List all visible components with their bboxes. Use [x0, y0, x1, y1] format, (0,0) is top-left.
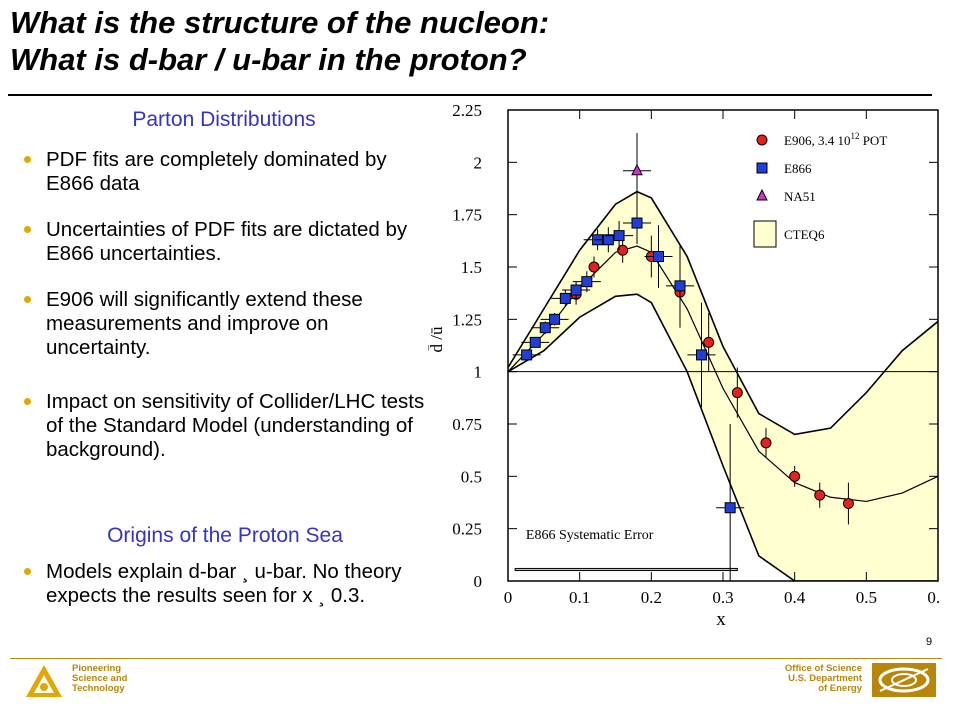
e866-point [570, 284, 582, 296]
footer-tagline-line: Technology [72, 683, 125, 694]
argonne-logo [26, 665, 62, 697]
office-of-science-logo [872, 663, 936, 697]
bullet-item: Impact on sensitivity of Collider/LHC te… [24, 390, 426, 462]
e866-point [521, 349, 533, 361]
y-tick-label: 0 [474, 572, 483, 591]
legend-e866-marker [756, 162, 768, 174]
cteq6-upper-curve [508, 190, 938, 436]
e866-point [559, 292, 571, 304]
na51-point [631, 163, 643, 176]
x-tick-label: 0.6 [927, 588, 940, 607]
section-heading-parton: Parton Distributions [132, 108, 316, 131]
e906-point [789, 470, 801, 482]
legend-e906-marker [756, 134, 768, 146]
e906-point [814, 489, 826, 501]
e866-point [581, 276, 593, 288]
footer-tagline-line: Pioneering [72, 663, 122, 674]
plot-area [508, 133, 938, 581]
bullet-text: E906 will significantly extend these mea… [46, 288, 363, 359]
x-axis-label: x [716, 609, 726, 630]
y-tick-label: 2.25 [452, 101, 482, 120]
e906-point [588, 261, 600, 273]
bullet-text: PDF fits are completely dominated by E86… [46, 148, 387, 195]
legend-superscript: 12 [850, 131, 859, 141]
y-tick-label: 0.75 [452, 415, 482, 434]
bullet-item: Models explain d-bar ¸ u-bar. No theory … [24, 560, 446, 608]
legend-label: E906, 3.4 1012 POT [784, 131, 887, 148]
y-tick-label: 0.25 [452, 520, 482, 539]
e866-point [549, 313, 561, 325]
y-tick-label: 1.75 [452, 206, 482, 225]
cteq6-lower-curve [508, 293, 938, 581]
e866-point [539, 322, 551, 334]
dbar-ubar-chart: E866 Systematic Error 0 0.25 0.5 0.75 1 1.25 1.… [428, 101, 940, 630]
bullet-item: PDF fits are completely dominated by E86… [24, 148, 426, 196]
bullet-dot [24, 398, 31, 405]
x-tick-label: 0.5 [856, 588, 877, 607]
e866-point [602, 234, 614, 246]
e866-point [613, 230, 625, 242]
footer-tagline-line: Science and [72, 673, 128, 684]
e866-point [653, 251, 664, 263]
e866-point [674, 280, 686, 292]
systematic-error-label: E866 Systematic Error [526, 528, 654, 543]
title-rule [8, 94, 932, 96]
legend-suffix: POT [859, 133, 887, 148]
y-tick-label: 1.25 [452, 310, 482, 329]
y-tick-label: 2 [474, 153, 483, 172]
bullet-text: Models explain d-bar ¸ u-bar. No theory … [46, 560, 402, 607]
footer-office-line: of Energy [818, 683, 862, 694]
e866-point [631, 217, 643, 229]
bullet-dot [24, 568, 31, 575]
x-tick-label: 0.3 [712, 588, 733, 607]
title-line-2: What is d-bar / u-bar in the proton? [10, 42, 527, 77]
slide-title: What is the structure of the nucleon: Wh… [10, 4, 950, 78]
bullet-item: Uncertainties of PDF fits are dictated b… [24, 218, 426, 266]
e866-point [724, 502, 736, 514]
x-tick-label: 0.2 [641, 588, 662, 607]
y-tick-label: 0.5 [461, 467, 482, 486]
title-line-1: What is the structure of the nucleon: [10, 5, 550, 40]
x-tick-label: 0.4 [784, 588, 806, 607]
bullet-item: E906 will significantly extend these mea… [24, 288, 426, 360]
e866-point [529, 336, 541, 348]
cteq6-band [508, 191, 938, 581]
footer-office: Office of Science U.S. Department of Ene… [760, 664, 862, 694]
e906-point [703, 336, 715, 348]
e906-point [731, 387, 743, 399]
y-axis-label: d̄ /ū [428, 326, 446, 352]
page-number: 9 [926, 636, 933, 648]
legend-label: E866 [784, 161, 812, 176]
legend-cteq6-marker [753, 220, 777, 248]
y-tick-label: 1 [474, 363, 483, 382]
legend-label: CTEQ6 [784, 227, 825, 242]
legend-na51-marker [756, 188, 768, 201]
bullet-dot [24, 296, 31, 303]
e906-point [617, 244, 629, 256]
e906-point [842, 498, 854, 510]
systematic-error-band [514, 567, 738, 572]
bullet-dot [24, 156, 31, 163]
bullet-dot [24, 226, 31, 233]
footer-office-line: Office of Science [784, 663, 862, 674]
legend-label: NA51 [784, 189, 816, 204]
footer-tagline: Pioneering Science and Technology [72, 664, 127, 694]
footer-office-line: U.S. Department [788, 673, 862, 684]
y-tick-label: 1.5 [461, 258, 482, 277]
section-heading-proton-sea: Origins of the Proton Sea [107, 524, 343, 547]
bullet-text: Uncertainties of PDF fits are dictated b… [46, 218, 408, 265]
e866-point [696, 349, 707, 361]
footer-rule [10, 658, 942, 659]
x-tick-label: 0 [504, 588, 513, 607]
e906-point [760, 437, 772, 449]
bullet-text: Impact on sensitivity of Collider/LHC te… [46, 390, 425, 461]
x-tick-label: 0.1 [569, 588, 590, 607]
